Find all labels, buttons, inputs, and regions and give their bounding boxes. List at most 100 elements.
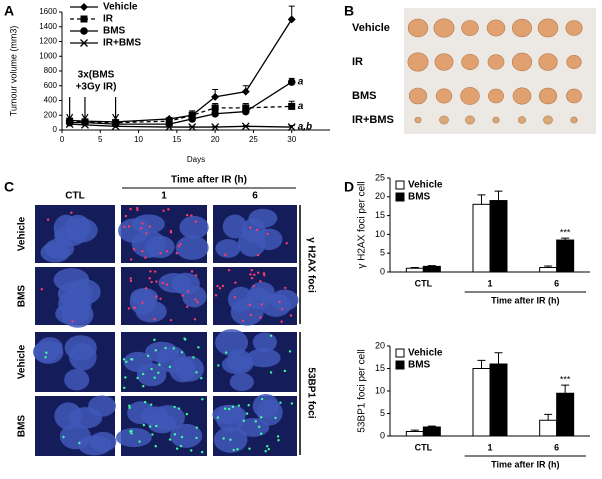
marker: [211, 104, 219, 112]
point-label: a,b: [298, 122, 312, 133]
tumor: [538, 53, 558, 71]
focus: [185, 412, 189, 416]
focus: [169, 318, 173, 322]
focus: [168, 365, 172, 369]
row-label: BMS: [17, 285, 28, 308]
focus: [237, 404, 241, 407]
y-axis-label: γ H2AX foci per cell: [357, 181, 368, 268]
focus: [288, 350, 292, 353]
nucleus: [78, 435, 112, 456]
marker: [211, 123, 220, 132]
x-tick-label: 30: [287, 135, 296, 144]
focus: [142, 372, 145, 376]
focus: [280, 320, 283, 323]
legend-label: IR+BMS: [103, 38, 141, 49]
y-tick-label: 5: [380, 408, 385, 418]
tumor: [517, 116, 527, 124]
nucleus: [44, 238, 75, 259]
y-tick-label: 15: [375, 363, 385, 373]
focus: [175, 252, 179, 255]
focus: [201, 398, 204, 401]
significance: ***: [560, 375, 571, 385]
nucleus: [64, 218, 98, 243]
focus: [151, 433, 154, 436]
focus: [197, 346, 200, 349]
marker: [288, 102, 296, 110]
series-line: [69, 105, 292, 124]
focus: [148, 225, 152, 228]
marker: [241, 122, 250, 131]
legend-swatch: [395, 360, 405, 370]
annotation: +3Gy IR): [76, 82, 117, 93]
focus: [221, 284, 225, 288]
y-tick-label: 1000: [39, 51, 57, 60]
x-tick-label: 1: [487, 278, 492, 288]
focus: [216, 284, 219, 288]
focus: [136, 208, 139, 212]
marker: [287, 123, 296, 132]
focus: [187, 290, 190, 293]
focus: [127, 225, 131, 228]
focus: [157, 371, 160, 375]
focus: [254, 420, 257, 423]
marker: [111, 122, 120, 131]
y-tick-label: 0: [380, 430, 385, 440]
tumor: [538, 87, 558, 105]
focus: [124, 376, 127, 379]
focus: [153, 338, 156, 342]
marker: [241, 87, 250, 96]
marker: [80, 15, 88, 23]
tumor: [439, 115, 449, 125]
focus: [186, 305, 189, 309]
tumor: [512, 18, 532, 38]
marker: [81, 120, 89, 129]
tumor: [461, 53, 479, 71]
focus: [138, 440, 141, 443]
focus: [142, 385, 145, 388]
tumor: [465, 115, 475, 125]
focus: [194, 274, 198, 277]
focus: [154, 295, 158, 298]
focus: [165, 283, 169, 286]
focus: [249, 226, 252, 229]
series-line: [69, 81, 293, 125]
focus: [195, 371, 198, 374]
annotation: 3x(BMS: [78, 70, 115, 81]
focus: [62, 435, 65, 439]
tumor: [407, 52, 429, 72]
focus: [279, 401, 282, 404]
focus: [149, 403, 153, 406]
panel-letter: D: [344, 179, 354, 195]
marker: [80, 27, 88, 35]
focus: [129, 258, 133, 261]
focus: [44, 356, 47, 359]
row-label: IR: [352, 56, 363, 68]
focus: [144, 256, 147, 259]
focus: [195, 436, 198, 440]
tumor: [433, 18, 455, 38]
focus: [164, 346, 167, 350]
x-tick-label: 6: [554, 442, 559, 452]
nucleus: [61, 301, 94, 328]
row-label: Vehicle: [17, 344, 28, 379]
bar: [422, 426, 441, 437]
focus: [148, 277, 151, 280]
nucleus: [123, 351, 153, 372]
y-tick-label: 800: [44, 66, 58, 75]
focus: [255, 228, 259, 232]
focus: [159, 297, 162, 300]
focus: [165, 249, 169, 253]
y-tick-label: 1400: [39, 22, 57, 31]
focus: [250, 268, 253, 272]
marker: [65, 118, 74, 127]
row-label: Vehicle: [352, 22, 390, 34]
focus: [267, 447, 270, 451]
nucleus: [226, 349, 252, 373]
y-tick-label: 400: [44, 96, 58, 105]
bar: [489, 363, 508, 437]
focus: [173, 405, 176, 409]
nucleus: [252, 394, 280, 419]
focus: [153, 376, 156, 379]
